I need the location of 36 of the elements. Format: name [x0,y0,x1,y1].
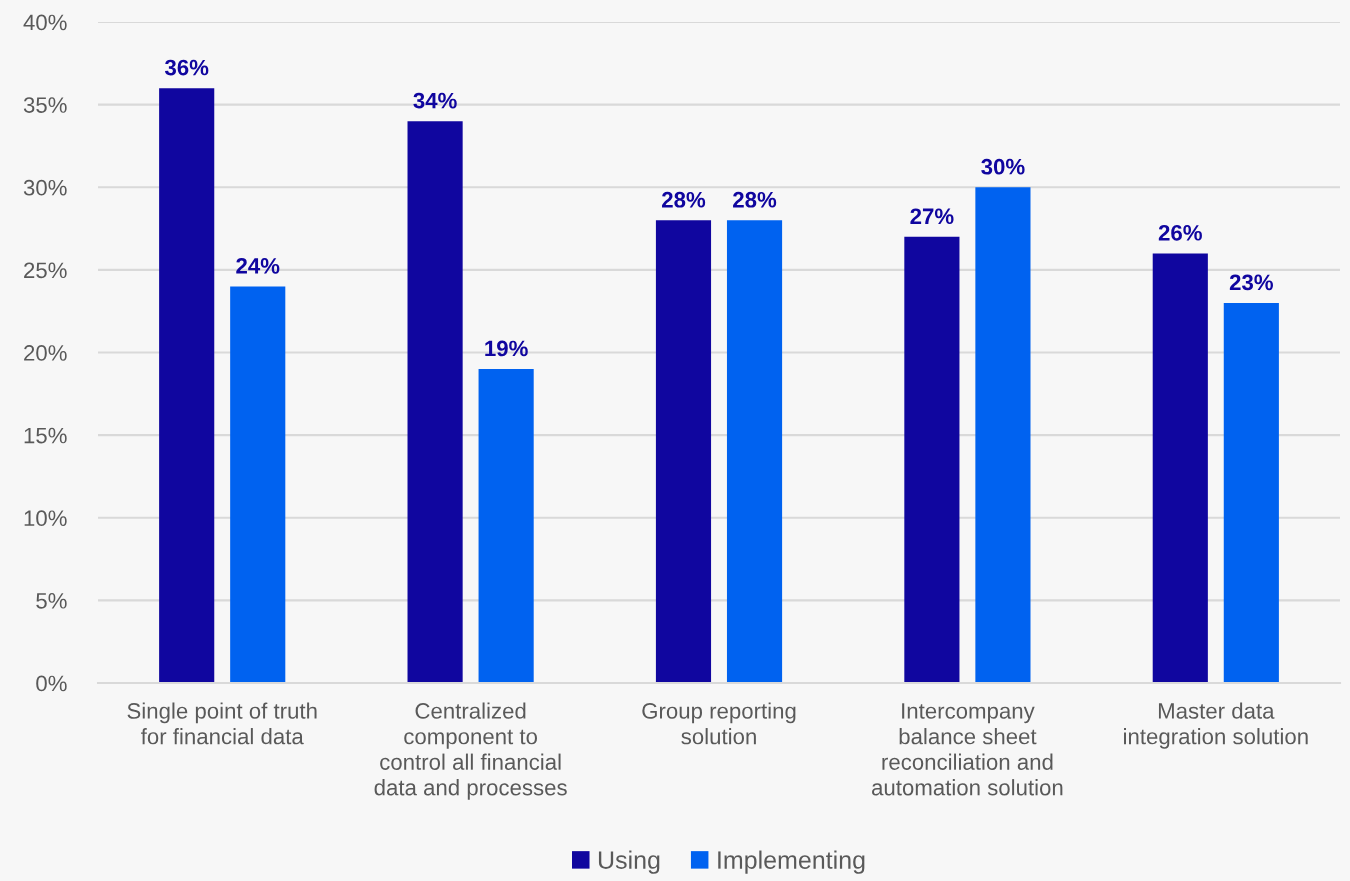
data-label: 27% [910,208,954,225]
bar [159,88,215,684]
y-tick-label: 35% [23,97,67,113]
y-tick-label: 20% [24,345,67,361]
bar [975,187,1031,684]
bar [1152,253,1208,684]
data-label: 19% [485,340,528,357]
x-tick-label: Single point of truth for financial data [127,702,317,745]
data-label: 24% [236,257,280,274]
y-tick-label: 40% [23,14,67,31]
bar [230,286,286,684]
bar [726,220,783,684]
x-tick-label: Master data integration solution [1124,702,1308,749]
bar [655,220,712,684]
bar [407,121,463,684]
data-label: 23% [1229,274,1273,291]
x-tick-label: Group reporting solution [642,702,796,745]
y-tick-label: 25% [24,262,67,279]
bar [1223,302,1279,684]
y-tick-label: 5% [36,593,67,609]
data-label: 28% [733,191,777,208]
x-tick-label: Intercompany balance sheet reconciliation and automation solution [872,703,1063,796]
bar [478,369,534,684]
data-label: 34% [413,92,457,109]
data-label: 28% [662,191,706,208]
bar [904,236,960,684]
data-label: 30% [981,158,1025,175]
y-tick-label: 0% [36,675,67,692]
legend-label: Using [598,850,660,874]
data-label: 26% [1158,224,1202,241]
y-tick-label: 30% [23,179,67,196]
legend-label: Implementing [718,850,865,874]
y-tick-label: 15% [24,427,67,444]
x-tick-label: Centralized component to control all financial data and processes [374,702,567,800]
data-label: 36% [164,59,209,76]
y-tick-label: 10% [24,510,67,527]
